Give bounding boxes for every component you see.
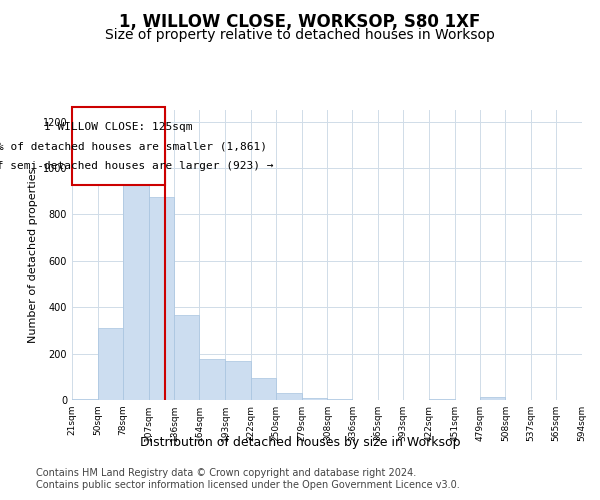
Text: 1 WILLOW CLOSE: 125sqm: 1 WILLOW CLOSE: 125sqm [44, 122, 193, 132]
Bar [98, 328, 123, 400]
Bar [479, 396, 505, 400]
Text: ← 65% of detached houses are smaller (1,861): ← 65% of detached houses are smaller (1,… [0, 141, 267, 151]
Bar [175, 316, 199, 400]
Text: Contains public sector information licensed under the Open Government Licence v3: Contains public sector information licen… [36, 480, 460, 490]
Bar [429, 399, 455, 400]
Bar [199, 360, 225, 400]
Bar [149, 197, 175, 400]
Text: Size of property relative to detached houses in Worksop: Size of property relative to detached ho… [105, 28, 495, 42]
Bar [251, 378, 276, 400]
Bar [302, 398, 328, 400]
FancyBboxPatch shape [72, 107, 164, 186]
Text: 32% of semi-detached houses are larger (923) →: 32% of semi-detached houses are larger (… [0, 161, 274, 171]
Y-axis label: Number of detached properties: Number of detached properties [28, 168, 38, 342]
Bar [123, 174, 149, 400]
Text: 1, WILLOW CLOSE, WORKSOP, S80 1XF: 1, WILLOW CLOSE, WORKSOP, S80 1XF [119, 12, 481, 30]
Bar [72, 399, 98, 400]
Bar [225, 360, 251, 400]
Text: Distribution of detached houses by size in Worksop: Distribution of detached houses by size … [140, 436, 460, 449]
Text: Contains HM Land Registry data © Crown copyright and database right 2024.: Contains HM Land Registry data © Crown c… [36, 468, 416, 477]
Bar [276, 393, 302, 400]
Bar [328, 399, 352, 400]
